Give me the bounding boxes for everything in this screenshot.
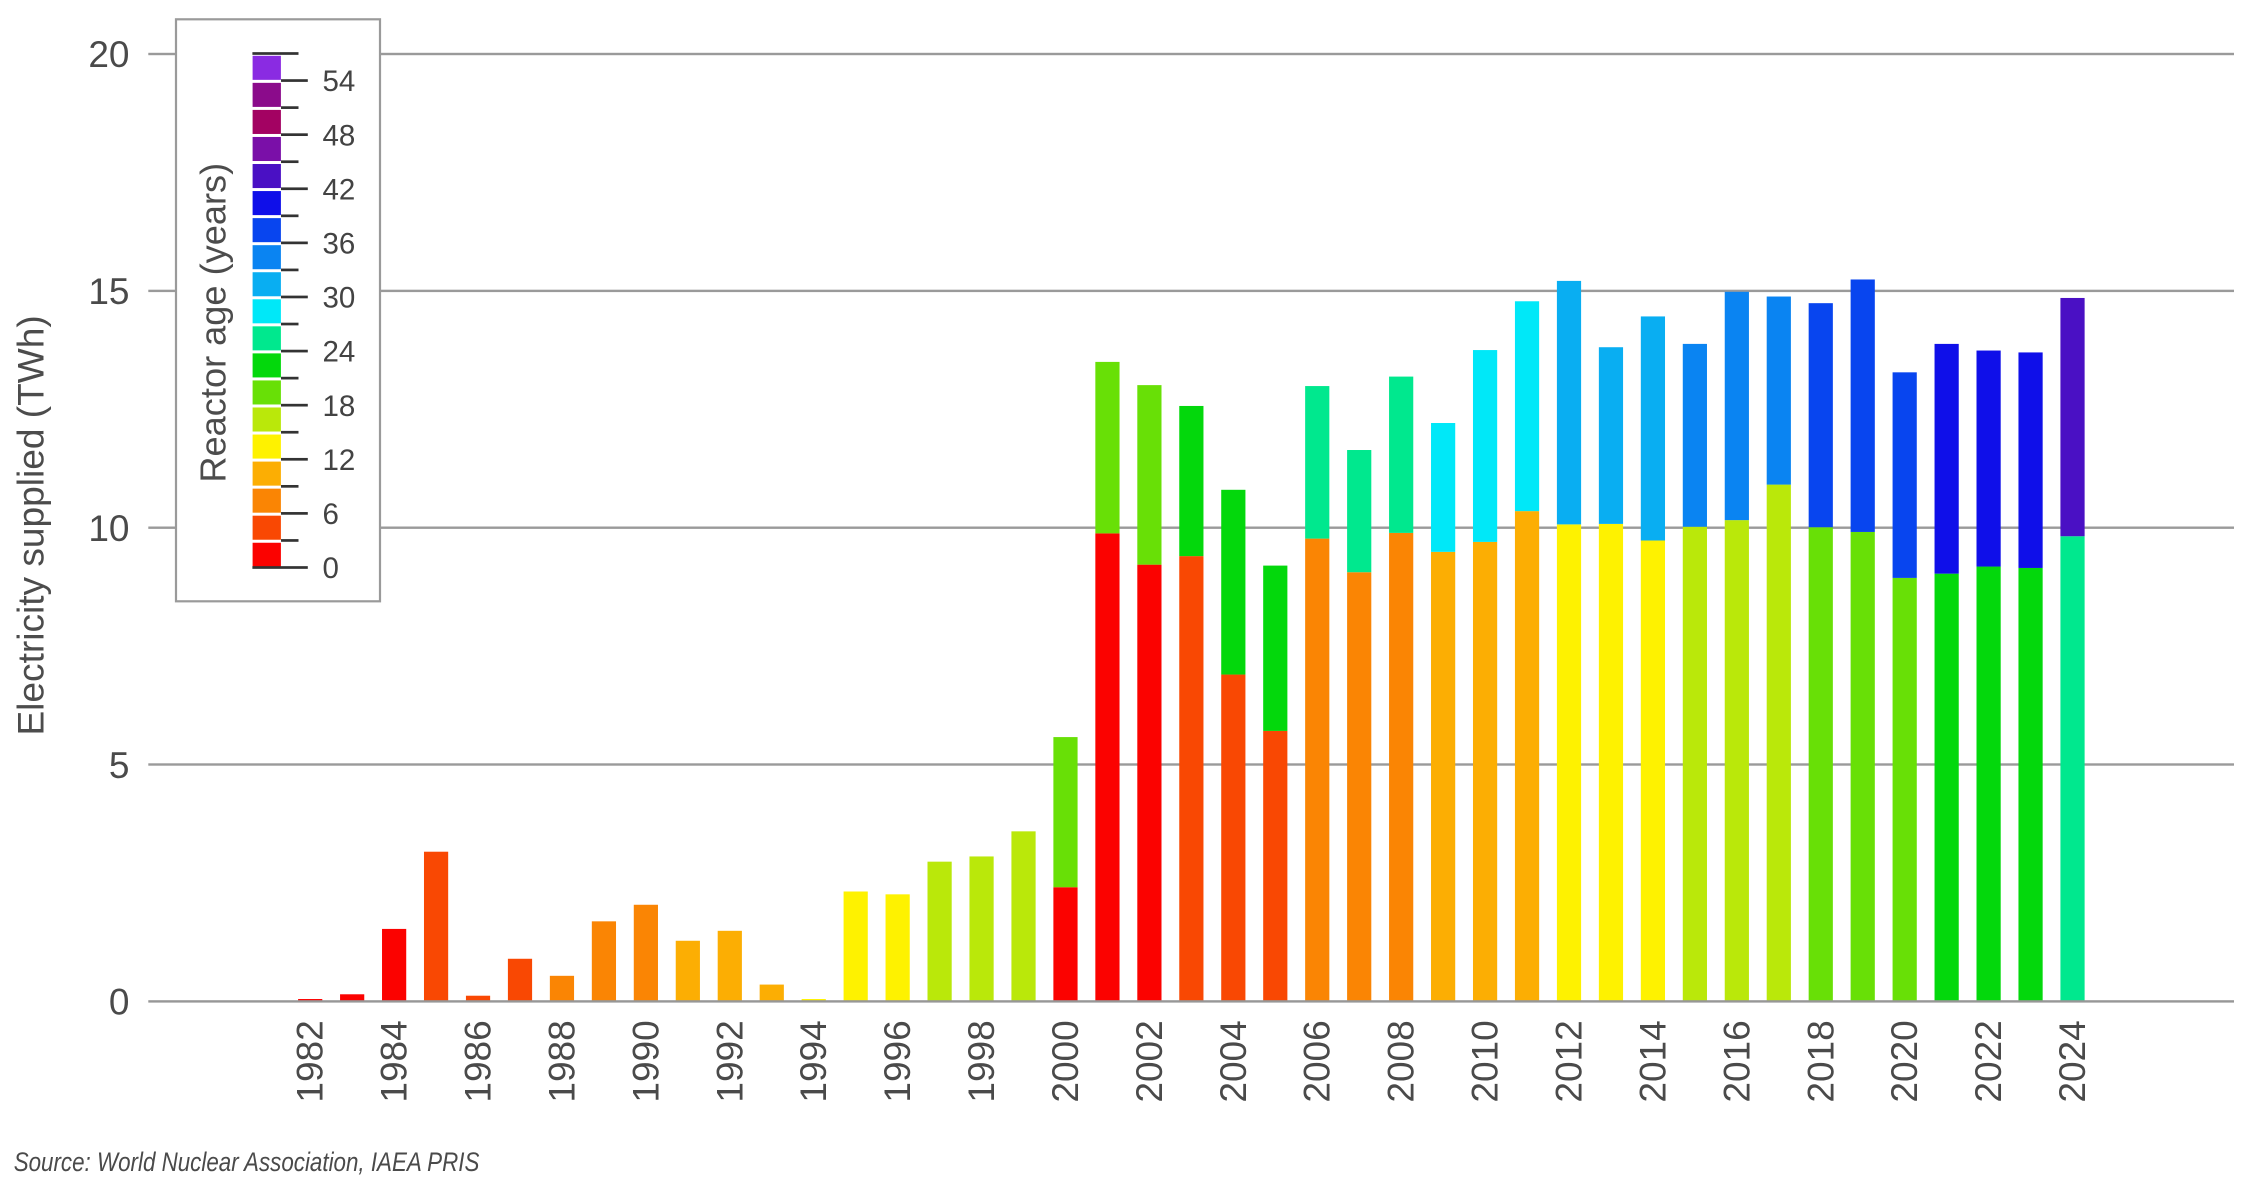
svg-text:36: 36 — [323, 227, 356, 260]
svg-text:0: 0 — [109, 982, 130, 1023]
svg-text:18: 18 — [323, 390, 356, 423]
svg-text:24: 24 — [323, 336, 356, 369]
svg-text:15: 15 — [88, 271, 129, 312]
svg-text:42: 42 — [323, 173, 356, 206]
svg-text:2020: 2020 — [1884, 1020, 1925, 1102]
svg-text:1998: 1998 — [961, 1020, 1002, 1102]
svg-text:1994: 1994 — [793, 1020, 834, 1102]
svg-text:1990: 1990 — [625, 1020, 666, 1102]
svg-text:10: 10 — [88, 508, 129, 549]
svg-text:2000: 2000 — [1045, 1020, 1086, 1102]
svg-text:2010: 2010 — [1465, 1020, 1506, 1102]
svg-text:2022: 2022 — [1968, 1020, 2009, 1102]
svg-text:20: 20 — [88, 34, 129, 75]
svg-text:1984: 1984 — [374, 1020, 415, 1102]
svg-text:2016: 2016 — [1716, 1020, 1757, 1102]
svg-text:30: 30 — [323, 282, 356, 315]
svg-text:2014: 2014 — [1632, 1020, 1673, 1102]
svg-text:Electricity supplied (TWh): Electricity supplied (TWh) — [10, 315, 52, 735]
svg-text:54: 54 — [323, 65, 356, 98]
svg-text:1988: 1988 — [541, 1020, 582, 1102]
svg-text:2004: 2004 — [1213, 1020, 1254, 1102]
svg-text:5: 5 — [109, 745, 130, 786]
svg-text:6: 6 — [323, 498, 339, 531]
svg-text:2018: 2018 — [1800, 1020, 1841, 1102]
svg-text:2008: 2008 — [1381, 1020, 1422, 1102]
svg-text:0: 0 — [323, 552, 339, 585]
svg-text:2002: 2002 — [1129, 1020, 1170, 1102]
svg-text:Source: World Nuclear Associat: Source: World Nuclear Association, IAEA … — [14, 1147, 480, 1177]
svg-text:1996: 1996 — [877, 1020, 918, 1102]
svg-text:1982: 1982 — [290, 1020, 331, 1102]
svg-text:Reactor age (years): Reactor age (years) — [193, 163, 234, 483]
svg-text:12: 12 — [323, 444, 356, 477]
svg-text:2024: 2024 — [2052, 1020, 2093, 1102]
svg-text:1992: 1992 — [709, 1020, 750, 1102]
svg-text:2012: 2012 — [1549, 1020, 1590, 1102]
svg-text:2006: 2006 — [1297, 1020, 1338, 1102]
svg-text:1986: 1986 — [458, 1020, 499, 1102]
svg-text:48: 48 — [323, 119, 356, 152]
